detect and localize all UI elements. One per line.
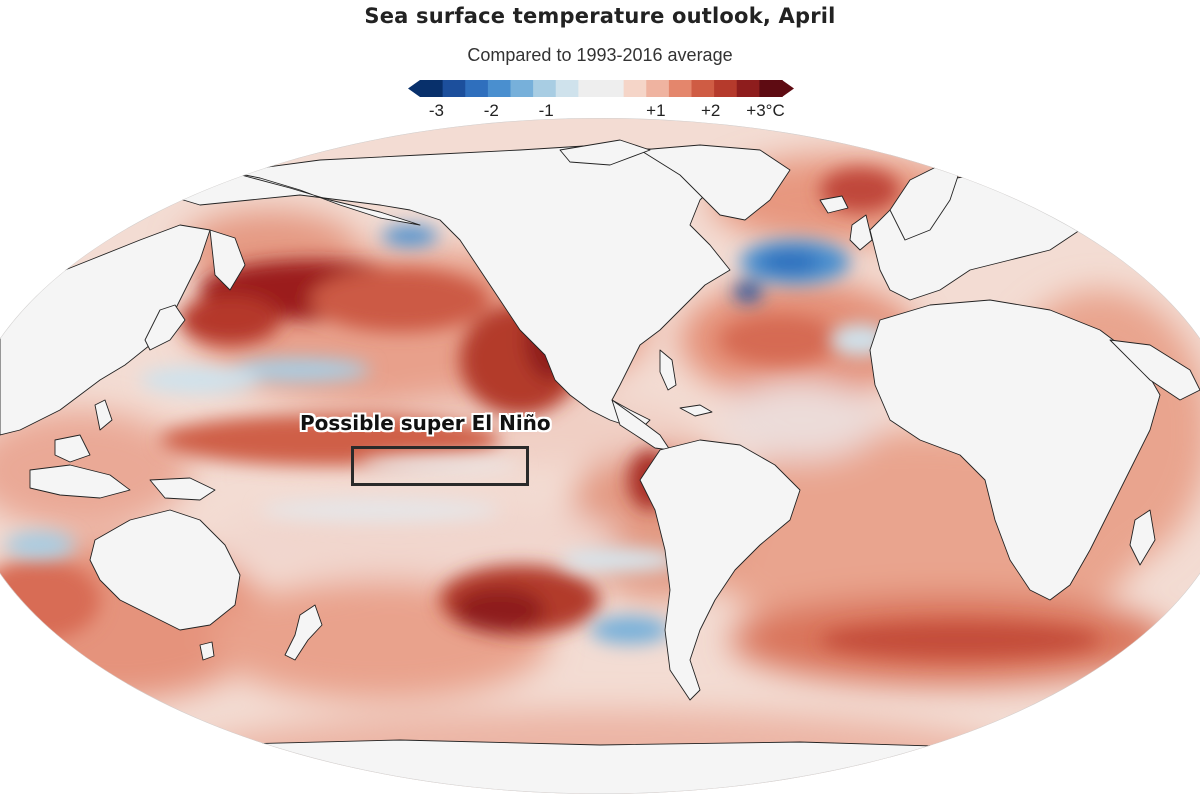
madagascar <box>1129 509 1156 566</box>
iceland <box>819 195 849 214</box>
legend-swatch <box>510 80 534 97</box>
tasmania <box>199 641 215 661</box>
legend-swatch <box>623 80 647 97</box>
australia <box>89 509 241 631</box>
scandinavia <box>889 164 961 241</box>
legend-swatch <box>759 80 783 97</box>
legend-tick-label: +2 <box>700 101 721 120</box>
legend-swatch <box>533 80 557 97</box>
page-subtitle: Compared to 1993-2016 average <box>467 45 733 65</box>
legend-swatch <box>420 80 444 97</box>
el-nino-annotation: Possible super El Niño <box>300 411 551 435</box>
legend-swatch <box>736 80 760 97</box>
antarctica <box>0 739 1200 794</box>
kamchatka <box>209 229 246 291</box>
south-america <box>639 439 801 701</box>
arctic-islands <box>559 139 651 166</box>
color-legend <box>408 80 794 97</box>
new-guinea <box>149 477 216 501</box>
japan <box>144 304 186 351</box>
page-title: Sea surface temperature outlook, April <box>364 4 836 28</box>
legend-swatch <box>578 80 602 97</box>
africa <box>869 299 1161 601</box>
legend-swatch <box>601 80 625 97</box>
legend-swatch <box>442 80 466 97</box>
new-zealand <box>284 604 323 661</box>
nino-region-box <box>351 446 529 486</box>
legend-swatch <box>646 80 670 97</box>
legend-swatch <box>555 80 579 97</box>
indonesia <box>29 464 131 499</box>
legend-swatch <box>487 80 512 97</box>
legend-arrow-high <box>782 80 794 97</box>
borneo <box>54 434 91 463</box>
legend-arrow-low <box>408 80 420 97</box>
philippines <box>94 399 113 431</box>
legend-swatch <box>714 80 738 97</box>
greenland <box>639 144 791 221</box>
british-isles <box>849 214 873 251</box>
legend-swatch <box>691 80 715 97</box>
legend-swatch <box>465 80 489 97</box>
caribbean <box>679 404 713 417</box>
legend-tick-label: +3°C <box>746 101 785 120</box>
legend-tick-label: +1 <box>646 101 666 120</box>
legend-swatch <box>668 80 693 97</box>
legend-tick-label: -2 <box>483 101 499 120</box>
arabia <box>1109 339 1200 401</box>
legend-tick-label: -3 <box>428 101 445 120</box>
legend-tick-label: -1 <box>538 101 554 120</box>
florida <box>659 349 677 391</box>
alaska <box>229 171 421 226</box>
